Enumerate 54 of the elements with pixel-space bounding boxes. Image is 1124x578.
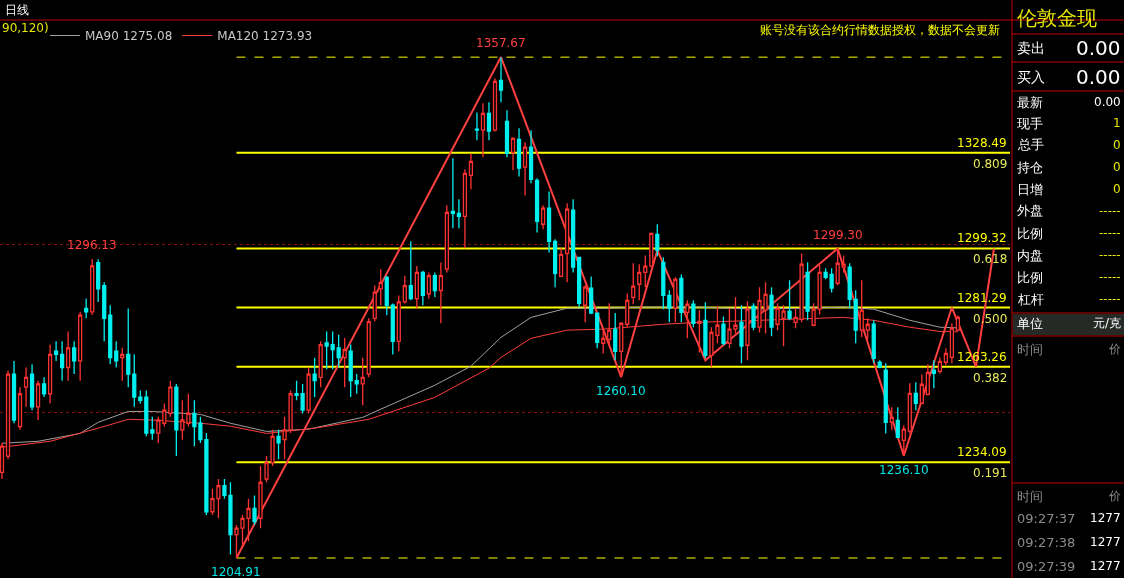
text: 伦敦金现 [1017,6,1097,30]
chart-title: 日线 [5,3,29,17]
category-label: 内盘 [1017,248,1043,263]
category-label: 外盘 [1017,203,1043,218]
annotation: 1260.10 [596,384,646,398]
annotation: 90,120) [2,21,49,35]
legend-label: MA90 1275.08 [85,29,173,44]
text: 1277 [1090,511,1121,525]
category-label: 日增 [1017,182,1043,197]
annotation: 1357.67 [476,36,526,50]
text: 0.00 [1094,95,1121,109]
text: 1 [1113,116,1121,130]
text: 0.00 [1076,36,1121,60]
ref-line-label: 1234.09 [957,445,1007,459]
category-label: 持仓 [1017,160,1043,175]
text: 0 [1113,182,1121,196]
annotation: 账号没有该合约行情数据授权，数据不会更新 [760,23,1000,37]
category-label: 卖出 [1017,40,1045,56]
text: ----- [1099,226,1121,240]
category-label: 买入 [1017,69,1045,85]
text: 0 [1113,138,1121,152]
annotation: 1236.10 [879,463,929,477]
text: 0 [1113,160,1121,174]
category-label: 杠杆 [1017,292,1044,307]
legend-label: MA120 1273.93 [217,29,313,44]
text: 1277 [1090,559,1121,573]
text: 元/克 [1093,316,1122,330]
category-label: 最新 [1017,95,1043,110]
text: ----- [1099,204,1121,218]
text: ----- [1099,248,1121,262]
annotation: 0.191 [973,466,1008,480]
category-label: 时间 [1017,489,1043,504]
category-label: 09:27:38 [1017,535,1076,550]
text: 1277 [1090,535,1121,549]
category-label: 09:27:39 [1017,559,1076,574]
annotation: 0.382 [973,371,1008,385]
ref-line-label: 1299.32 [957,231,1007,245]
category-label: 比例 [1017,270,1043,285]
category-label: 09:27:37 [1017,511,1076,526]
text: 价 [1109,489,1121,503]
text: ----- [1099,270,1121,284]
category-label: 单位 [1017,316,1043,331]
text: 0.00 [1076,65,1121,89]
category-label: 比例 [1017,226,1043,241]
annotation: 0.809 [973,157,1008,171]
category-label: 总手 [1017,137,1044,152]
category-label: 时间 [1017,342,1043,357]
text: ----- [1099,292,1121,306]
annotation: 1299.30 [813,228,863,242]
category-label: 现手 [1017,116,1043,131]
text: 价 [1109,342,1121,356]
annotation: 1204.91 [211,565,261,578]
annotation: 1296.13 [67,238,117,252]
ref-line-label: 1328.49 [957,136,1007,150]
